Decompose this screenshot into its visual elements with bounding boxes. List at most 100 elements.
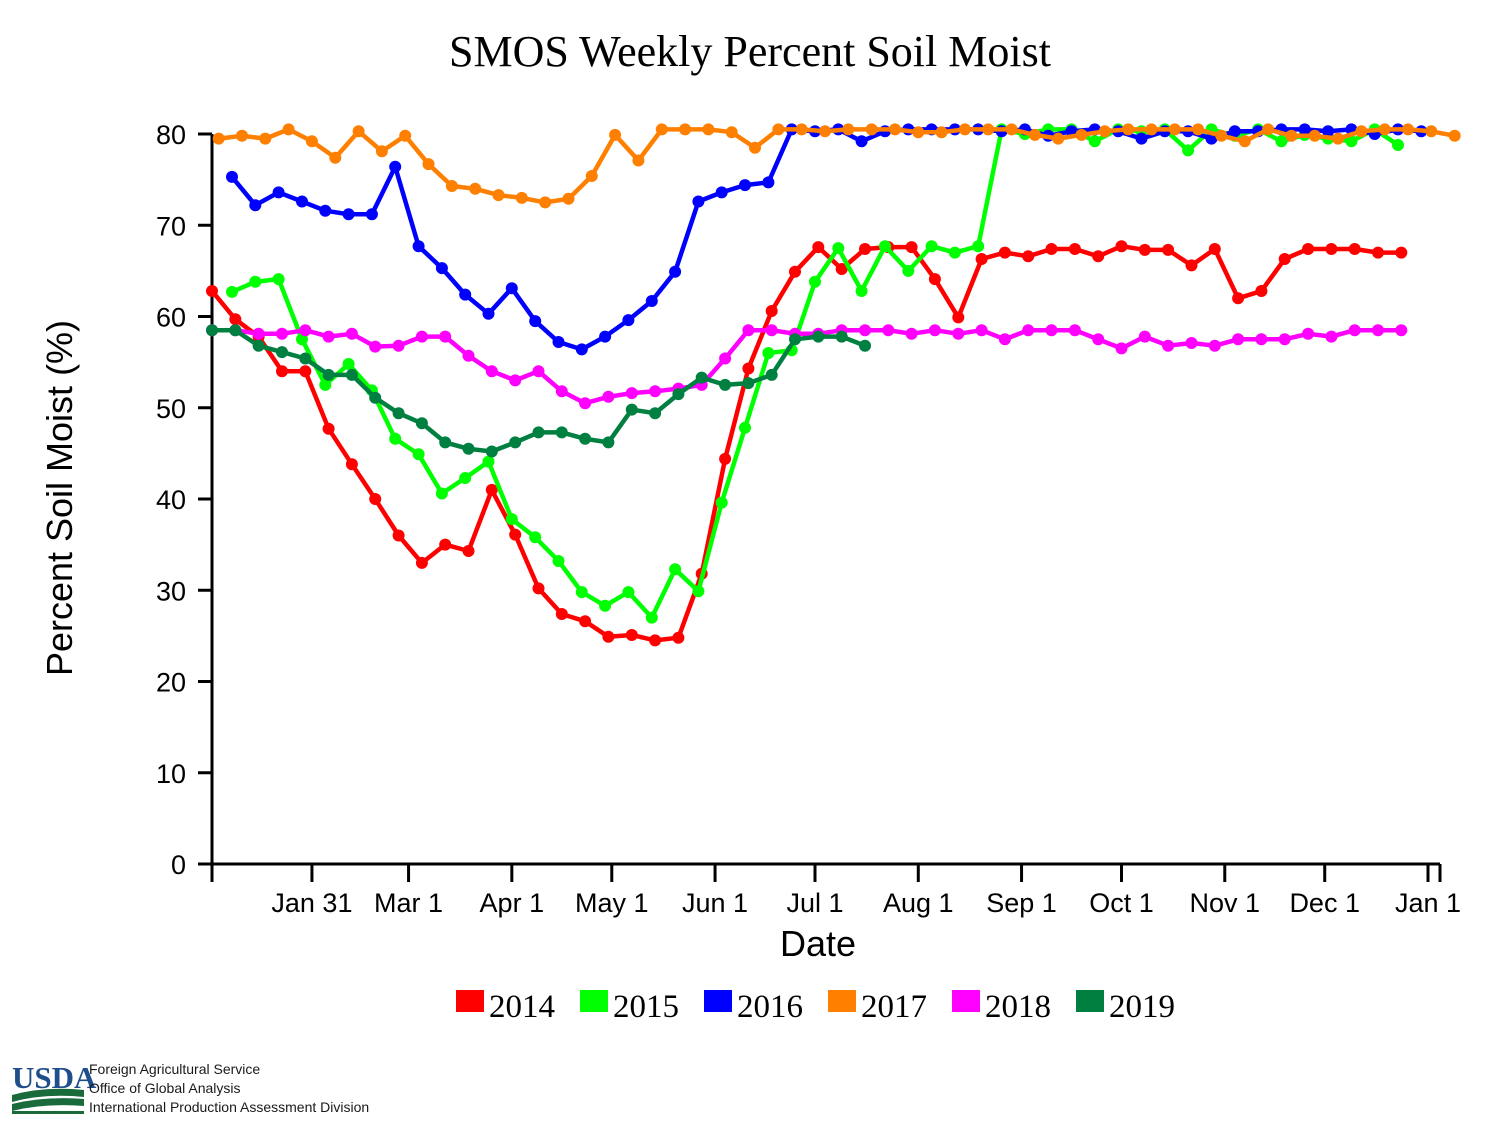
data-point-2015: [342, 358, 355, 370]
footer-line-2: Office of Global Analysis: [89, 1080, 240, 1096]
data-point-2017: [1052, 132, 1065, 145]
data-point-2017: [958, 123, 971, 136]
data-point-2018: [1232, 333, 1245, 346]
data-point-2016: [412, 240, 425, 253]
data-point-2016: [622, 314, 635, 327]
data-point-2015: [575, 586, 588, 599]
data-point-2014: [229, 313, 242, 326]
data-point-2019: [649, 407, 662, 420]
data-point-2014: [276, 365, 288, 378]
data-point-2019: [625, 403, 638, 416]
x-tick-label: Nov 1: [1190, 888, 1261, 918]
data-point-2014: [835, 263, 848, 275]
data-point-2017: [655, 123, 668, 136]
x-tick-label: Jul 1: [786, 888, 843, 918]
data-point-2014: [555, 608, 568, 620]
data-point-2014: [462, 545, 475, 557]
data-point-2016: [435, 262, 448, 275]
data-point-2014: [369, 493, 382, 505]
data-point-2016: [482, 307, 495, 320]
data-point-2018: [998, 333, 1011, 346]
data-point-2016: [645, 295, 658, 307]
data-point-2018: [742, 324, 755, 337]
data-point-2015: [902, 264, 915, 277]
x-tick-label: Mar 1: [374, 888, 443, 918]
data-point-2014: [299, 365, 312, 378]
data-point-2018: [602, 390, 615, 403]
data-point-2014: [345, 458, 358, 471]
data-point-2018: [625, 387, 638, 400]
data-point-2015: [249, 275, 262, 288]
data-point-2018: [299, 324, 312, 337]
data-point-2015: [1275, 135, 1288, 148]
data-point-2017: [865, 123, 878, 136]
data-point-2017: [1145, 123, 1158, 136]
data-point-2016: [762, 176, 775, 189]
data-point-2014: [859, 243, 871, 255]
data-point-2017: [725, 126, 738, 139]
data-point-2015: [319, 378, 332, 391]
data-point-2019: [672, 388, 685, 401]
data-point-2015: [412, 448, 425, 461]
data-point-2018: [1348, 324, 1361, 337]
legend-label-2015: 2015: [613, 989, 679, 1025]
data-point-2015: [459, 472, 472, 484]
data-point-2019: [835, 330, 848, 343]
legend-label-2016: 2016: [737, 989, 803, 1025]
data-point-2014: [1372, 246, 1384, 259]
data-point-2017: [562, 192, 575, 205]
data-point-2016: [319, 204, 332, 217]
data-point-2018: [1045, 324, 1058, 337]
y-tick-label: 30: [156, 576, 186, 606]
data-point-2017: [1308, 129, 1321, 142]
data-point-2017: [632, 154, 645, 167]
data-point-2017: [1192, 123, 1205, 136]
legend: 2014 2015 2016 2017 2018 2019: [456, 989, 1175, 1025]
data-point-2014: [1302, 243, 1315, 255]
x-tick-label: Oct 1: [1089, 888, 1154, 918]
data-point-2019: [229, 324, 242, 337]
data-point-2015: [226, 285, 238, 298]
data-point-2015: [1392, 139, 1404, 151]
data-point-2018: [322, 330, 335, 343]
data-point-2018: [975, 324, 988, 337]
data-point-2018: [1068, 324, 1081, 337]
data-point-2017: [1355, 125, 1368, 138]
data-point-2019: [345, 368, 358, 381]
data-point-2015: [482, 455, 495, 468]
data-point-2019: [602, 436, 615, 449]
data-point-2016: [855, 135, 868, 148]
data-point-2017: [1215, 129, 1228, 142]
legend-swatch-2019: [1076, 990, 1104, 1012]
footer-line-3: International Production Assessment Divi…: [89, 1099, 369, 1115]
data-point-2017: [1332, 132, 1344, 145]
data-point-2014: [206, 285, 218, 297]
x-tick-label: Jan 1: [1395, 888, 1461, 918]
data-point-2015: [505, 513, 518, 526]
data-point-2018: [509, 374, 522, 387]
data-point-2014: [975, 253, 988, 265]
data-point-2017: [1238, 135, 1251, 148]
data-point-2015: [645, 611, 658, 624]
data-point-2018: [719, 352, 732, 365]
data-point-2014: [392, 529, 405, 542]
data-point-2017: [1028, 128, 1041, 141]
y-tick-label: 60: [156, 303, 186, 333]
data-point-2015: [855, 285, 868, 297]
data-point-2014: [1162, 243, 1175, 256]
data-point-2018: [1162, 339, 1175, 352]
y-axis-title: Percent Soil Moist (%): [39, 320, 80, 676]
data-point-2017: [352, 125, 365, 138]
data-point-2014: [625, 629, 638, 641]
data-point-2017: [305, 135, 318, 148]
data-point-2017: [749, 141, 761, 154]
data-point-2016: [1135, 132, 1148, 145]
data-point-2018: [1022, 324, 1035, 337]
data-point-2017: [329, 151, 342, 164]
y-tick-label: 70: [156, 211, 186, 241]
data-point-2019: [532, 426, 545, 439]
data-point-2019: [322, 368, 335, 381]
data-point-2018: [1302, 327, 1315, 340]
data-point-2017: [469, 182, 482, 195]
data-point-2015: [296, 333, 308, 346]
